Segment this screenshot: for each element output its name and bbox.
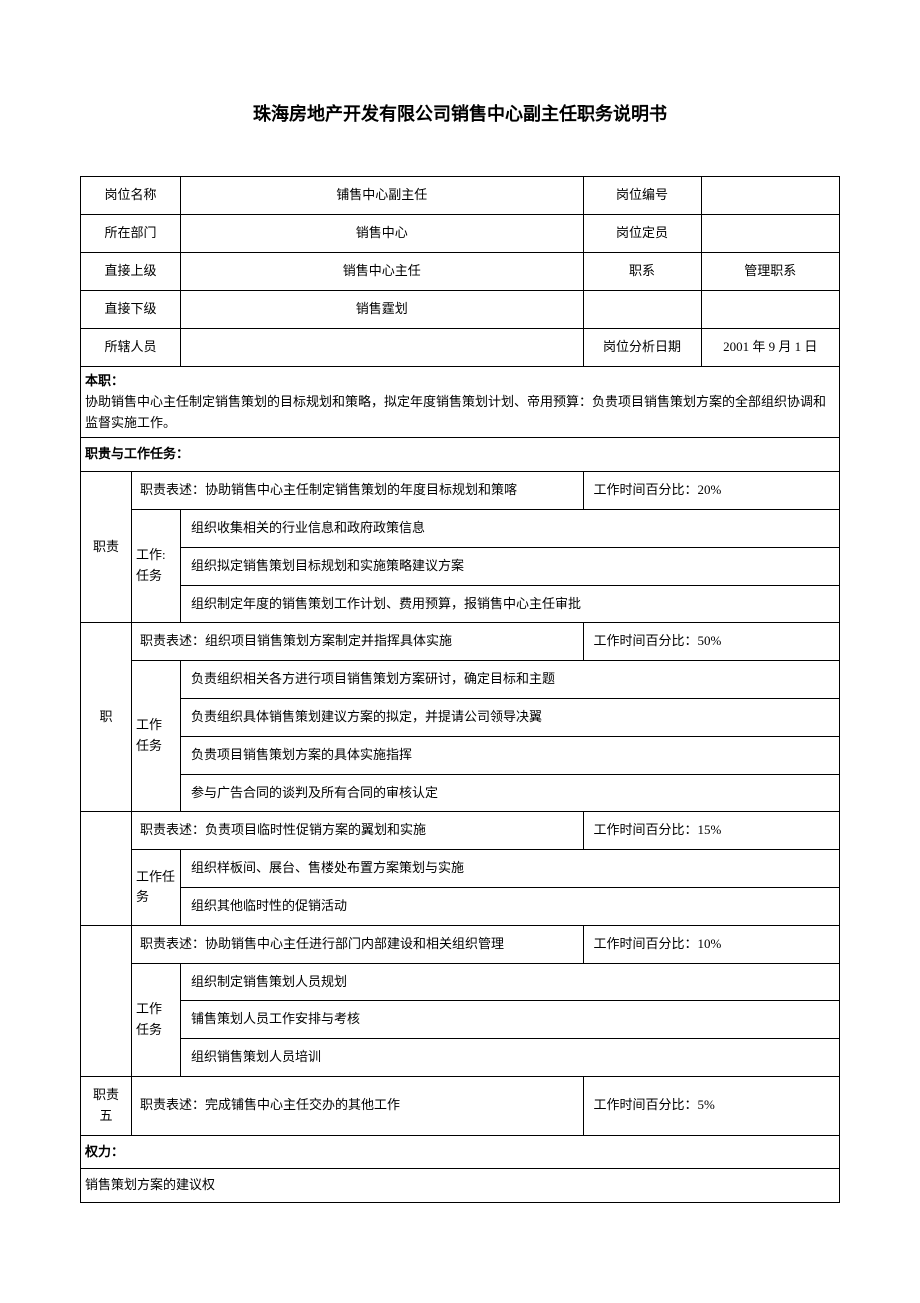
duty5-row: 职责五 职责表述：完成铺售中心主任交办的其他工作 工作时间百分比：5% — [81, 1076, 840, 1135]
duty4-task-row-3: 组织销售策划人员培训 — [81, 1039, 840, 1077]
value-subordinate: 销售霆划 — [181, 291, 584, 329]
duty4-desc: 职责表述：协助销售中心主任进行部门内部建设和相关组织管理 — [132, 925, 584, 963]
duty1-desc-row: 职责 职责表述：协助销售中心主任制定销售策划的年度目标规划和策喀 工作时间百分比… — [81, 472, 840, 510]
duty4-desc-row: 职责表述：协助销售中心主任进行部门内部建设和相关组织管理 工作时间百分比：10% — [81, 925, 840, 963]
value-headcount — [701, 215, 839, 253]
duty2-task-row-3: 负贵项目销售策划方案的具体实施指挥 — [81, 736, 840, 774]
zhigui-label: 职贵与工作任务： — [81, 438, 840, 472]
label-department: 所在部门 — [81, 215, 181, 253]
header-row-4: 直接下级 销售霆划 — [81, 291, 840, 329]
quanli-header-row: 权力： — [81, 1135, 840, 1169]
label-staff: 所辖人员 — [81, 329, 181, 367]
duty2-desc-row: 职 职责表述：组织项目销售策划方案制定并指挥具体实施 工作时间百分比：50% — [81, 623, 840, 661]
duty5-label: 职责五 — [81, 1076, 132, 1135]
duty4-task-label: 工作 任务 — [132, 963, 181, 1076]
duty3-task-2: 组织其他临时性的促销活动 — [181, 887, 840, 925]
benzhi-cell: 本职： 协助销售中心主任制定销售策划的目标规划和策略，拟定年度销售策划计划、帝用… — [81, 367, 840, 438]
job-description-table: 岗位名称 铺售中心副主任 岗位编号 所在部门 销售中心 岗位定员 直接上级 销售… — [80, 176, 840, 1203]
duty3-task-row-1: 工作任 务 组织样板间、展台、售楼处布置方案策划与实施 — [81, 850, 840, 888]
duty3-task-row-2: 组织其他临时性的促销活动 — [81, 887, 840, 925]
label-position-code: 岗位编号 — [583, 177, 701, 215]
value-category: 管理职系 — [701, 253, 839, 291]
duty4-time: 工作时间百分比：10% — [583, 925, 839, 963]
duty1-label: 职责 — [81, 472, 132, 623]
duty2-task-4: 参与广告合同的谈判及所有合同的审核认定 — [181, 774, 840, 812]
duty3-desc: 职责表述：负责项目临时性促销方案的翼划和实施 — [132, 812, 584, 850]
duty1-task-row-3: 组织制定年度的销售策划工作计划、费用预算，报销售中心主任审批 — [81, 585, 840, 623]
page-title: 珠海房地产开发有限公司销售中心副主任职务说明书 — [80, 100, 840, 126]
header-row-1: 岗位名称 铺售中心副主任 岗位编号 — [81, 177, 840, 215]
zhigui-header: 职贵与工作任务： — [81, 438, 840, 472]
duty3-task-1: 组织样板间、展台、售楼处布置方案策划与实施 — [181, 850, 840, 888]
duty4-task-1: 组织制定销售策划人员规划 — [181, 963, 840, 1001]
duty2-task-label: 工作 任务 — [132, 661, 181, 812]
duty2-task-row-2: 负责组织具体销售策划建议方案的拟定，并提请公司领导决翼 — [81, 698, 840, 736]
duty4-task-row-2: 铺售策划人员工作安排与考核 — [81, 1001, 840, 1039]
duty3-time: 工作时间百分比：15% — [583, 812, 839, 850]
duty2-desc: 职责表述：组织项目销售策划方案制定并指挥具体实施 — [132, 623, 584, 661]
quanli-text: 销售策划方案的建议权 — [81, 1169, 840, 1203]
benzhi-label: 本职： — [85, 373, 124, 388]
benzhi-text: 协助销售中心主任制定销售策划的目标规划和策略，拟定年度销售策划计划、帝用预算：负… — [85, 394, 826, 430]
value-position-code — [701, 177, 839, 215]
duty2-task-1: 负责组织相关各方进行项目销售策划方案研讨，确定目标和主题 — [181, 661, 840, 699]
duty2-task-row-1: 工作 任务 负责组织相关各方进行项目销售策划方案研讨，确定目标和主题 — [81, 661, 840, 699]
duty4-task-2: 铺售策划人员工作安排与考核 — [181, 1001, 840, 1039]
value-department: 销售中心 — [181, 215, 584, 253]
duty4-task-3: 组织销售策划人员培训 — [181, 1039, 840, 1077]
duty1-task-row-1: 工作: 任务 组织收集相关的行业信息和政府政策信息 — [81, 509, 840, 547]
label-headcount: 岗位定员 — [583, 215, 701, 253]
header-row-2: 所在部门 销售中心 岗位定员 — [81, 215, 840, 253]
quanli-label: 权力： — [81, 1135, 840, 1169]
duty2-task-3: 负贵项目销售策划方案的具体实施指挥 — [181, 736, 840, 774]
label-analysis-date: 岗位分析日期 — [583, 329, 701, 367]
quanli-text-row: 销售策划方案的建议权 — [81, 1169, 840, 1203]
duty5-desc: 职责表述：完成铺售中心主任交办的其他工作 — [132, 1076, 584, 1135]
duty1-task-1: 组织收集相关的行业信息和政府政策信息 — [181, 509, 840, 547]
duty1-task-3: 组织制定年度的销售策划工作计划、费用预算，报销售中心主任审批 — [181, 585, 840, 623]
duty3-label — [81, 812, 132, 925]
label-subordinate: 直接下级 — [81, 291, 181, 329]
value-blank1 — [701, 291, 839, 329]
duty2-task-row-4: 参与广告合同的谈判及所有合同的审核认定 — [81, 774, 840, 812]
value-staff — [181, 329, 584, 367]
duty4-task-row-1: 工作 任务 组织制定销售策划人员规划 — [81, 963, 840, 1001]
value-superior: 销售中心主任 — [181, 253, 584, 291]
duty1-desc: 职责表述：协助销售中心主任制定销售策划的年度目标规划和策喀 — [132, 472, 584, 510]
duty2-time: 工作时间百分比：50% — [583, 623, 839, 661]
duty4-label — [81, 925, 132, 1076]
duty1-task-2: 组织拟定销售策划目标规划和实施策略建议方案 — [181, 547, 840, 585]
label-position-name: 岗位名称 — [81, 177, 181, 215]
duty1-task-label: 工作: 任务 — [132, 509, 181, 622]
header-row-3: 直接上级 销售中心主任 职系 管理职系 — [81, 253, 840, 291]
duty3-desc-row: 职责表述：负责项目临时性促销方案的翼划和实施 工作时间百分比：15% — [81, 812, 840, 850]
label-blank1 — [583, 291, 701, 329]
duty3-task-label: 工作任 务 — [132, 850, 181, 926]
duty2-task-2: 负责组织具体销售策划建议方案的拟定，并提请公司领导决翼 — [181, 698, 840, 736]
value-position-name: 铺售中心副主任 — [181, 177, 584, 215]
duty2-label: 职 — [81, 623, 132, 812]
value-analysis-date: 2001 年 9 月 1 日 — [701, 329, 839, 367]
duty5-time: 工作时间百分比：5% — [583, 1076, 839, 1135]
header-row-5: 所辖人员 岗位分析日期 2001 年 9 月 1 日 — [81, 329, 840, 367]
duty1-task-row-2: 组织拟定销售策划目标规划和实施策略建议方案 — [81, 547, 840, 585]
label-category: 职系 — [583, 253, 701, 291]
duty1-time: 工作时间百分比：20% — [583, 472, 839, 510]
label-superior: 直接上级 — [81, 253, 181, 291]
benzhi-row: 本职： 协助销售中心主任制定销售策划的目标规划和策略，拟定年度销售策划计划、帝用… — [81, 367, 840, 438]
